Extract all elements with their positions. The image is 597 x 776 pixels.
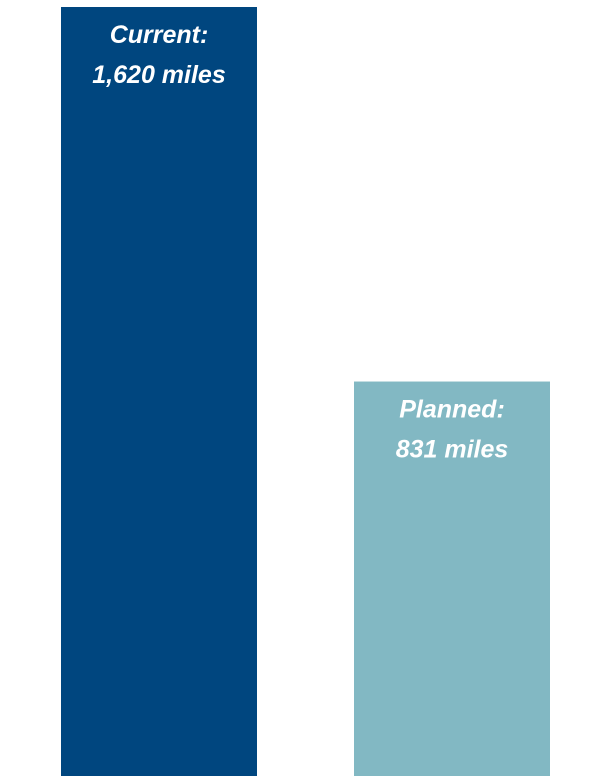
bar-label-current-value: 1,620 miles [92, 61, 226, 89]
bar-label-planned-category: Planned: [399, 396, 505, 424]
bar-current [61, 7, 257, 776]
bar-planned [354, 381, 550, 776]
bar-label-planned-value: 831 miles [396, 436, 509, 464]
bar-labels-group: Current: 1,620 miles Planned: 831 miles [92, 21, 508, 464]
bars-group [61, 7, 550, 776]
bar-label-current-category: Current: [110, 21, 209, 49]
